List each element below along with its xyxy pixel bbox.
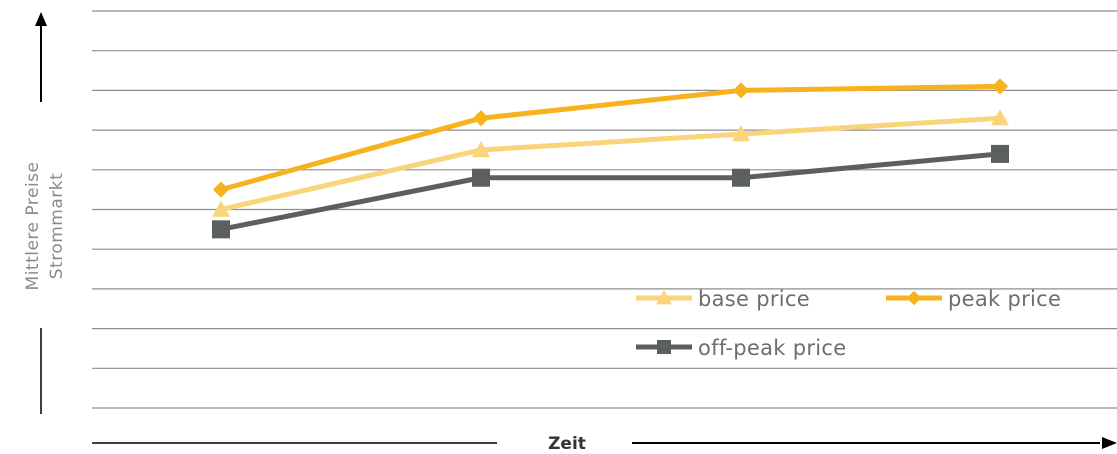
series-peak-price [212,78,1009,198]
data-point [212,220,230,239]
legend: base price peak price off-peak price [636,287,1061,360]
y-axis-label-line1: Mittlere Preise [23,162,43,291]
series-line [220,115,1001,212]
y-axis-arrowhead [35,12,47,26]
y-axis-label-line2: Strommarkt [47,173,67,280]
data-point [991,109,1009,126]
legend-label: peak price [948,287,1061,311]
legend-marker [657,340,671,354]
legend-marker [656,290,672,305]
series-off-peak-price [212,144,1009,239]
legend-item: peak price [886,287,1061,311]
legend-marker [906,290,922,306]
data-point [472,168,490,187]
series-base-price [212,109,1009,217]
gridlines [92,10,1117,409]
data-point [472,140,490,158]
series-layer [212,78,1009,239]
data-point [472,110,490,127]
legend-item: off-peak price [636,336,846,360]
data-point [991,78,1009,95]
legend-label: base price [698,287,810,311]
legend-item: base price [636,287,810,311]
x-axis: Zeit [92,434,1117,454]
data-point [732,82,750,99]
x-axis-label: Zeit [548,434,586,454]
data-point [991,144,1009,163]
data-point [212,200,230,217]
y-axis: Mittlere Preise Strommarkt [23,12,67,414]
data-point [212,181,230,198]
x-axis-arrowhead [1102,437,1117,449]
series-line [220,151,1001,232]
legend-label: off-peak price [698,336,846,360]
data-point [732,125,750,142]
series-line [220,83,1001,193]
data-point [732,168,750,187]
